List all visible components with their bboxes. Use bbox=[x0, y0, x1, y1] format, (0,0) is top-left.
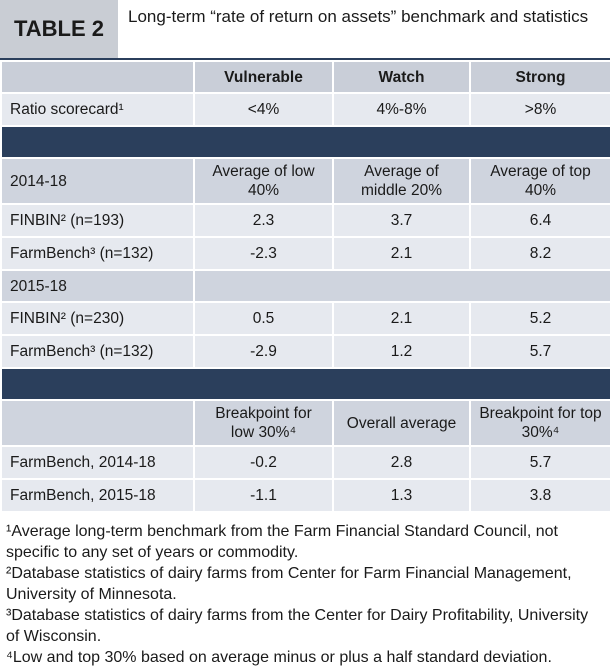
section-column-header: Average of top 40% bbox=[469, 157, 610, 205]
cell: <4% bbox=[193, 92, 334, 127]
table-label: TABLE 2 bbox=[0, 0, 118, 58]
empty-cell bbox=[0, 399, 195, 447]
footnote: ¹Average long-term benchmark from the Fa… bbox=[6, 523, 558, 561]
row-label: FINBIN² (n=193) bbox=[0, 203, 195, 238]
cell: 5.2 bbox=[469, 301, 610, 336]
band-row bbox=[0, 125, 610, 159]
cell: -1.1 bbox=[193, 478, 334, 513]
data-row: FINBIN² (n=230) 0.5 2.1 5.2 bbox=[0, 301, 610, 336]
column-header: Strong bbox=[469, 60, 610, 94]
cell: 5.7 bbox=[469, 334, 610, 369]
row-label: FarmBench³ (n=132) bbox=[0, 334, 195, 369]
cell: 5.7 bbox=[469, 445, 610, 480]
footnote: ³Database statistics of dairy farms from… bbox=[6, 607, 589, 645]
cell: >8% bbox=[469, 92, 610, 127]
section-header-row: 2015-18 bbox=[0, 269, 610, 303]
footnote: ²Database statistics of dairy farms from… bbox=[6, 565, 572, 603]
band-row bbox=[0, 367, 610, 401]
section-header-row: Breakpoint for low 30%⁴ Overall average Br… bbox=[0, 399, 610, 447]
column-header-row: Vulnerable Watch Strong bbox=[0, 60, 610, 94]
row-label: FarmBench, 2015-18 bbox=[0, 478, 195, 513]
cell: 1.2 bbox=[332, 334, 471, 369]
section-column-header: Average of low 40% bbox=[193, 157, 334, 205]
band-cell bbox=[0, 367, 610, 401]
cell: 1.3 bbox=[332, 478, 471, 513]
cell: 4%-8% bbox=[332, 92, 471, 127]
header: TABLE 2 Long-term “rate of return on ass… bbox=[0, 0, 610, 60]
data-row: FarmBench, 2015-18 -1.1 1.3 3.8 bbox=[0, 478, 610, 513]
cell: -0.2 bbox=[193, 445, 334, 480]
row-label: Ratio scorecard¹ bbox=[0, 92, 195, 127]
empty-cell bbox=[0, 60, 195, 94]
table: Vulnerable Watch Strong Ratio scorecard¹ <4%… bbox=[0, 60, 610, 513]
cell: 2.8 bbox=[332, 445, 471, 480]
cell: 3.7 bbox=[332, 203, 471, 238]
cell: -2.9 bbox=[193, 334, 334, 369]
section-header-row: 2014-18 Average of low 40% Average of midd… bbox=[0, 157, 610, 205]
cell: 6.4 bbox=[469, 203, 610, 238]
column-header: Vulnerable bbox=[193, 60, 334, 94]
cell: 2.3 bbox=[193, 203, 334, 238]
data-row: FarmBench, 2014-18 -0.2 2.8 5.7 bbox=[0, 445, 610, 480]
cell: -2.3 bbox=[193, 236, 334, 271]
scorecard-row: Ratio scorecard¹ <4% 4%-8% >8% bbox=[0, 92, 610, 127]
cell: 2.1 bbox=[332, 236, 471, 271]
data-row: FarmBench³ (n=132) -2.9 1.2 5.7 bbox=[0, 334, 610, 369]
period-label: 2014-18 bbox=[0, 157, 195, 205]
table-title: Long-term “rate of return on assets” ben… bbox=[128, 7, 589, 26]
section-column-header: Breakpoint for low 30%⁴ bbox=[193, 399, 334, 447]
cell: 0.5 bbox=[193, 301, 334, 336]
footnote: ⁴Low and top 30% based on average minus … bbox=[6, 649, 552, 666]
section-column-header: Average of middle 20% bbox=[332, 157, 471, 205]
cell: 8.2 bbox=[469, 236, 610, 271]
period-label: 2015-18 bbox=[0, 269, 195, 303]
empty-cell bbox=[193, 269, 610, 303]
row-label: FINBIN² (n=230) bbox=[0, 301, 195, 336]
data-row: FINBIN² (n=193) 2.3 3.7 6.4 bbox=[0, 203, 610, 238]
footnotes: ¹Average long-term benchmark from the Fa… bbox=[0, 513, 610, 668]
cell: 2.1 bbox=[332, 301, 471, 336]
band-cell bbox=[0, 125, 610, 159]
row-label: FarmBench, 2014-18 bbox=[0, 445, 195, 480]
section-column-header: Overall average bbox=[332, 399, 471, 447]
data-row: FarmBench³ (n=132) -2.3 2.1 8.2 bbox=[0, 236, 610, 271]
row-label: FarmBench³ (n=132) bbox=[0, 236, 195, 271]
column-header: Watch bbox=[332, 60, 471, 94]
section-column-header: Breakpoint for top 30%⁴ bbox=[469, 399, 610, 447]
cell: 3.8 bbox=[469, 478, 610, 513]
